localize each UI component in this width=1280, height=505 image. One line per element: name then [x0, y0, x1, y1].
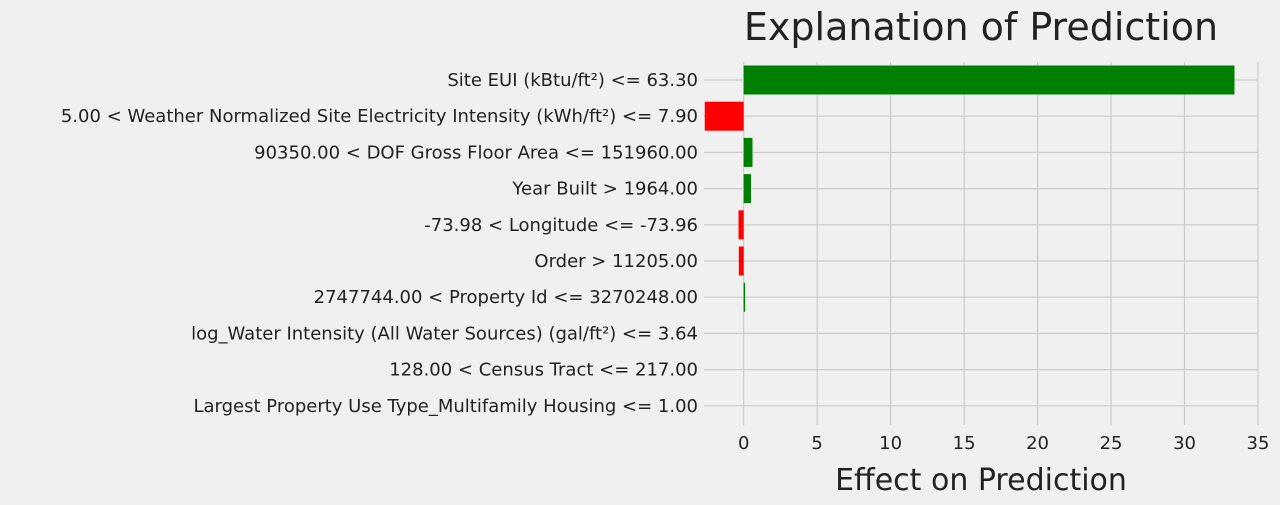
category-label: 2747744.00 < Property Id <= 3270248.00: [314, 287, 698, 308]
bar: [743, 282, 746, 312]
category-labels: Site EUI (kBtu/ft²) <= 63.30 5.00 < Weath…: [61, 70, 698, 417]
x-tick-label: 0: [738, 433, 749, 454]
bar: [743, 65, 1235, 95]
category-label: Year Built > 1964.00: [511, 179, 698, 200]
x-tick-label: 20: [1026, 433, 1049, 454]
x-tick-label: 30: [1173, 433, 1196, 454]
category-label: 5.00 < Weather Normalized Site Electrici…: [61, 106, 698, 127]
category-label: Site EUI (kBtu/ft²) <= 63.30: [447, 70, 698, 91]
category-label: -73.98 < Longitude <= -73.96: [424, 215, 698, 236]
x-tick-label: 15: [953, 433, 976, 454]
x-tick-labels: 0 5 10 15 20 25 30 35: [738, 433, 1270, 454]
x-tick-label: 35: [1247, 433, 1270, 454]
bar: [738, 246, 744, 276]
x-tick-label: 25: [1100, 433, 1123, 454]
x-tick-label: 10: [879, 433, 902, 454]
category-label: Largest Property Use Type_Multifamily Ho…: [193, 396, 698, 417]
x-axis-label: Effect on Prediction: [835, 463, 1127, 498]
category-label: Order > 11205.00: [534, 251, 698, 272]
chart-title: Explanation of Prediction: [744, 5, 1218, 49]
bar: [704, 101, 744, 131]
bars: [704, 65, 1235, 312]
bar: [743, 137, 753, 167]
bar: [743, 174, 752, 204]
x-tick-label: 5: [811, 433, 822, 454]
bar: [738, 210, 744, 240]
category-label: log_Water Intensity (All Water Sources) …: [191, 323, 698, 344]
category-label: 128.00 < Census Tract <= 217.00: [389, 360, 698, 381]
category-label: 90350.00 < DOF Gross Floor Area <= 15196…: [254, 142, 698, 163]
